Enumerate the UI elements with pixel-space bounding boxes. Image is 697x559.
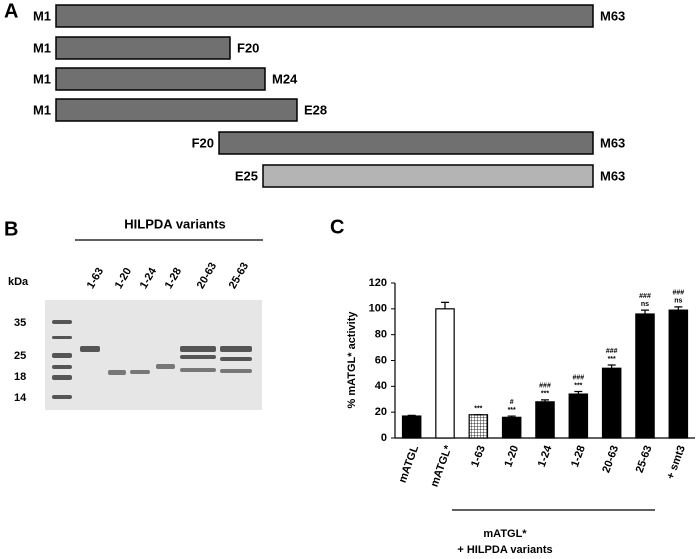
y-tick-label: 0 [381, 432, 387, 444]
group-label: mATGL* [483, 528, 527, 540]
group-label: + HILPDA variants [457, 544, 552, 556]
construct-bar [262, 164, 594, 188]
error-bar [507, 415, 516, 418]
bar [601, 367, 622, 439]
x-tick-label: 1-28 [569, 444, 588, 469]
bar [435, 308, 455, 439]
gel-title: HILPDA variants [124, 216, 225, 231]
y-axis-label: % mATGL* activity [346, 311, 358, 409]
x-tick-label: 1-63 [469, 444, 488, 469]
error-bar [441, 301, 449, 309]
construct-bar [55, 4, 594, 28]
y-tick-label: 100 [369, 303, 387, 315]
bar [668, 309, 689, 439]
lane-label: 25-63 [227, 261, 251, 291]
construct-bar [55, 98, 298, 122]
significance: *** [508, 407, 516, 414]
bar [501, 416, 522, 439]
panel-label: B [4, 218, 18, 240]
error-bar [607, 364, 616, 369]
x-tick-label: + smt3 [665, 444, 688, 481]
lane-label: 1-24 [138, 265, 160, 291]
hash-marks: ### [606, 348, 618, 355]
significance: *** [608, 356, 616, 363]
error-bar [407, 414, 416, 417]
hash-marks: ### [539, 383, 551, 390]
construct-bar [218, 131, 594, 155]
lane-label: 1-63 [85, 266, 106, 291]
marker-label: 25 [14, 350, 26, 362]
marker-label: 18 [14, 371, 26, 383]
end-label: M24 [272, 71, 298, 86]
gel-image [45, 300, 262, 410]
marker-label: 14 [14, 392, 27, 404]
bar [535, 401, 555, 439]
end-label: F20 [237, 40, 259, 55]
start-label: M1 [33, 71, 51, 86]
lane-label: 1-20 [113, 266, 134, 291]
significance: *** [541, 391, 549, 398]
marker-label: 35 [14, 317, 26, 329]
y-tick-label: 120 [369, 277, 387, 289]
gel-bands [52, 320, 252, 399]
start-label: E25 [235, 168, 258, 183]
unit-label: kDa [8, 276, 29, 288]
end-label: M63 [600, 8, 625, 23]
end-label: E28 [304, 102, 327, 117]
construct-bar [55, 36, 231, 60]
y-tick-label: 20 [375, 406, 387, 418]
x-tick-label: 20-63 [600, 444, 621, 475]
x-tick-label: 1-24 [536, 443, 555, 469]
x-tick-label: mATGL* [429, 443, 455, 488]
start-label: M1 [33, 40, 51, 55]
bar [401, 415, 422, 439]
start-label: M1 [33, 8, 51, 23]
end-label: M63 [600, 168, 625, 183]
hash-marks: ### [672, 290, 684, 297]
construct-diagram: M1 M63 M1 F20 M1 M24 M1 E28 F20 M63 E25 M63 [33, 4, 625, 188]
lane-label: 20-63 [195, 261, 219, 291]
bar [635, 313, 655, 439]
lane-label: 1-28 [163, 266, 184, 291]
significance: ns [641, 301, 649, 308]
bar [568, 393, 589, 439]
hash-marks: ### [639, 293, 651, 300]
significance: ns [674, 298, 682, 305]
y-tick-label: 80 [375, 329, 387, 341]
x-tick-label: mATGL [397, 444, 422, 485]
error-bar [641, 309, 649, 314]
start-label: M1 [33, 102, 51, 117]
x-tick-label: 25-63 [634, 444, 655, 475]
hash-marks: ### [572, 374, 584, 381]
significance: *** [574, 382, 582, 389]
panel-label: A [4, 0, 18, 22]
start-label: F20 [192, 135, 214, 150]
y-tick-label: 60 [375, 354, 387, 366]
end-label: M63 [600, 135, 625, 150]
error-bar [674, 306, 683, 311]
construct-bar [55, 67, 266, 91]
error-bar [574, 390, 583, 395]
significance: *** [474, 406, 482, 413]
panel-label: C [330, 216, 344, 238]
x-tick-label: 1-20 [502, 444, 521, 469]
bar [468, 414, 489, 439]
hash-marks: # [510, 399, 514, 406]
y-tick-label: 40 [375, 380, 387, 392]
error-bar [541, 399, 549, 402]
